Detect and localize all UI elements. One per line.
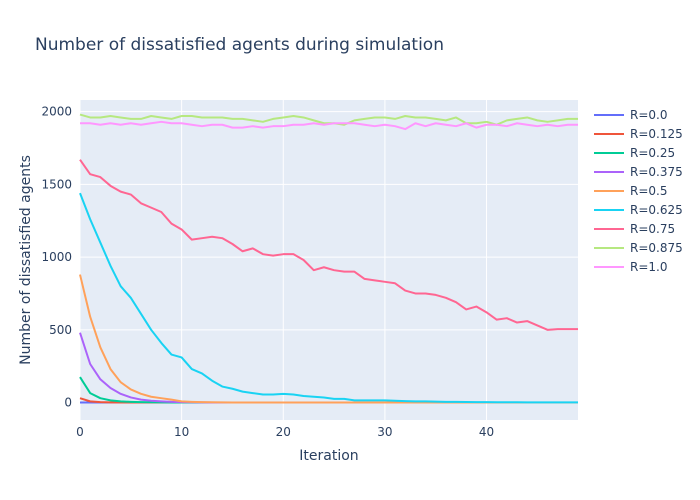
legend-item-R=0.625[interactable]: R=0.625 — [594, 203, 683, 217]
y-tick-label: 500 — [49, 323, 72, 337]
legend-item-R=0.0[interactable]: R=0.0 — [594, 108, 667, 122]
x-tick-label: 10 — [174, 425, 189, 439]
y-tick-label: 2000 — [41, 105, 72, 119]
plot-area — [80, 100, 578, 420]
y-axis-ticks: 0 500 1000 1500 2000 — [41, 105, 72, 410]
legend-label: R=1.0 — [630, 260, 667, 274]
series-lines — [79, 113, 578, 404]
x-tick-label: 0 — [76, 425, 84, 439]
y-axis-title: Number of dissatisfied agents — [18, 155, 34, 365]
x-tick-label: 20 — [276, 425, 291, 439]
legend-item-R=1.0[interactable]: R=1.0 — [594, 260, 667, 274]
legend-label: R=0.875 — [630, 241, 683, 255]
legend-item-R=0.125[interactable]: R=0.125 — [594, 127, 683, 141]
legend-label: R=0.375 — [630, 165, 683, 179]
y-tick-label: 1500 — [41, 177, 72, 191]
x-tick-label: 30 — [377, 425, 392, 439]
legend-label: R=0.25 — [630, 146, 675, 160]
x-axis-ticks: 0 10 20 30 40 — [76, 425, 494, 439]
legend-item-R=0.75[interactable]: R=0.75 — [594, 222, 675, 236]
legend[interactable]: R=0.0 R=0.125 R=0.25 R=0.375 R=0.5 R=0.625 R=0… — [594, 108, 683, 274]
legend-label: R=0.75 — [630, 222, 675, 236]
y-tick-label: 0 — [64, 396, 72, 410]
y-tick-label: 1000 — [41, 250, 72, 264]
x-tick-label: 40 — [479, 425, 494, 439]
x-axis-title: Iteration — [299, 448, 358, 464]
legend-label: R=0.125 — [630, 127, 683, 141]
legend-label: R=0.0 — [630, 108, 667, 122]
legend-label: R=0.5 — [630, 184, 667, 198]
series-line-R=0.75 — [79, 159, 578, 331]
legend-item-R=0.375[interactable]: R=0.375 — [594, 165, 683, 179]
series-line-R=0.625 — [79, 192, 578, 404]
series-line-R=1.0 — [80, 120, 578, 131]
legend-item-R=0.25[interactable]: R=0.25 — [594, 146, 675, 160]
chart-title: Number of dissatisfied agents during sim… — [35, 35, 444, 55]
legend-item-R=0.875[interactable]: R=0.875 — [594, 241, 683, 255]
legend-item-R=0.5[interactable]: R=0.5 — [594, 184, 667, 198]
legend-label: R=0.625 — [630, 203, 683, 217]
